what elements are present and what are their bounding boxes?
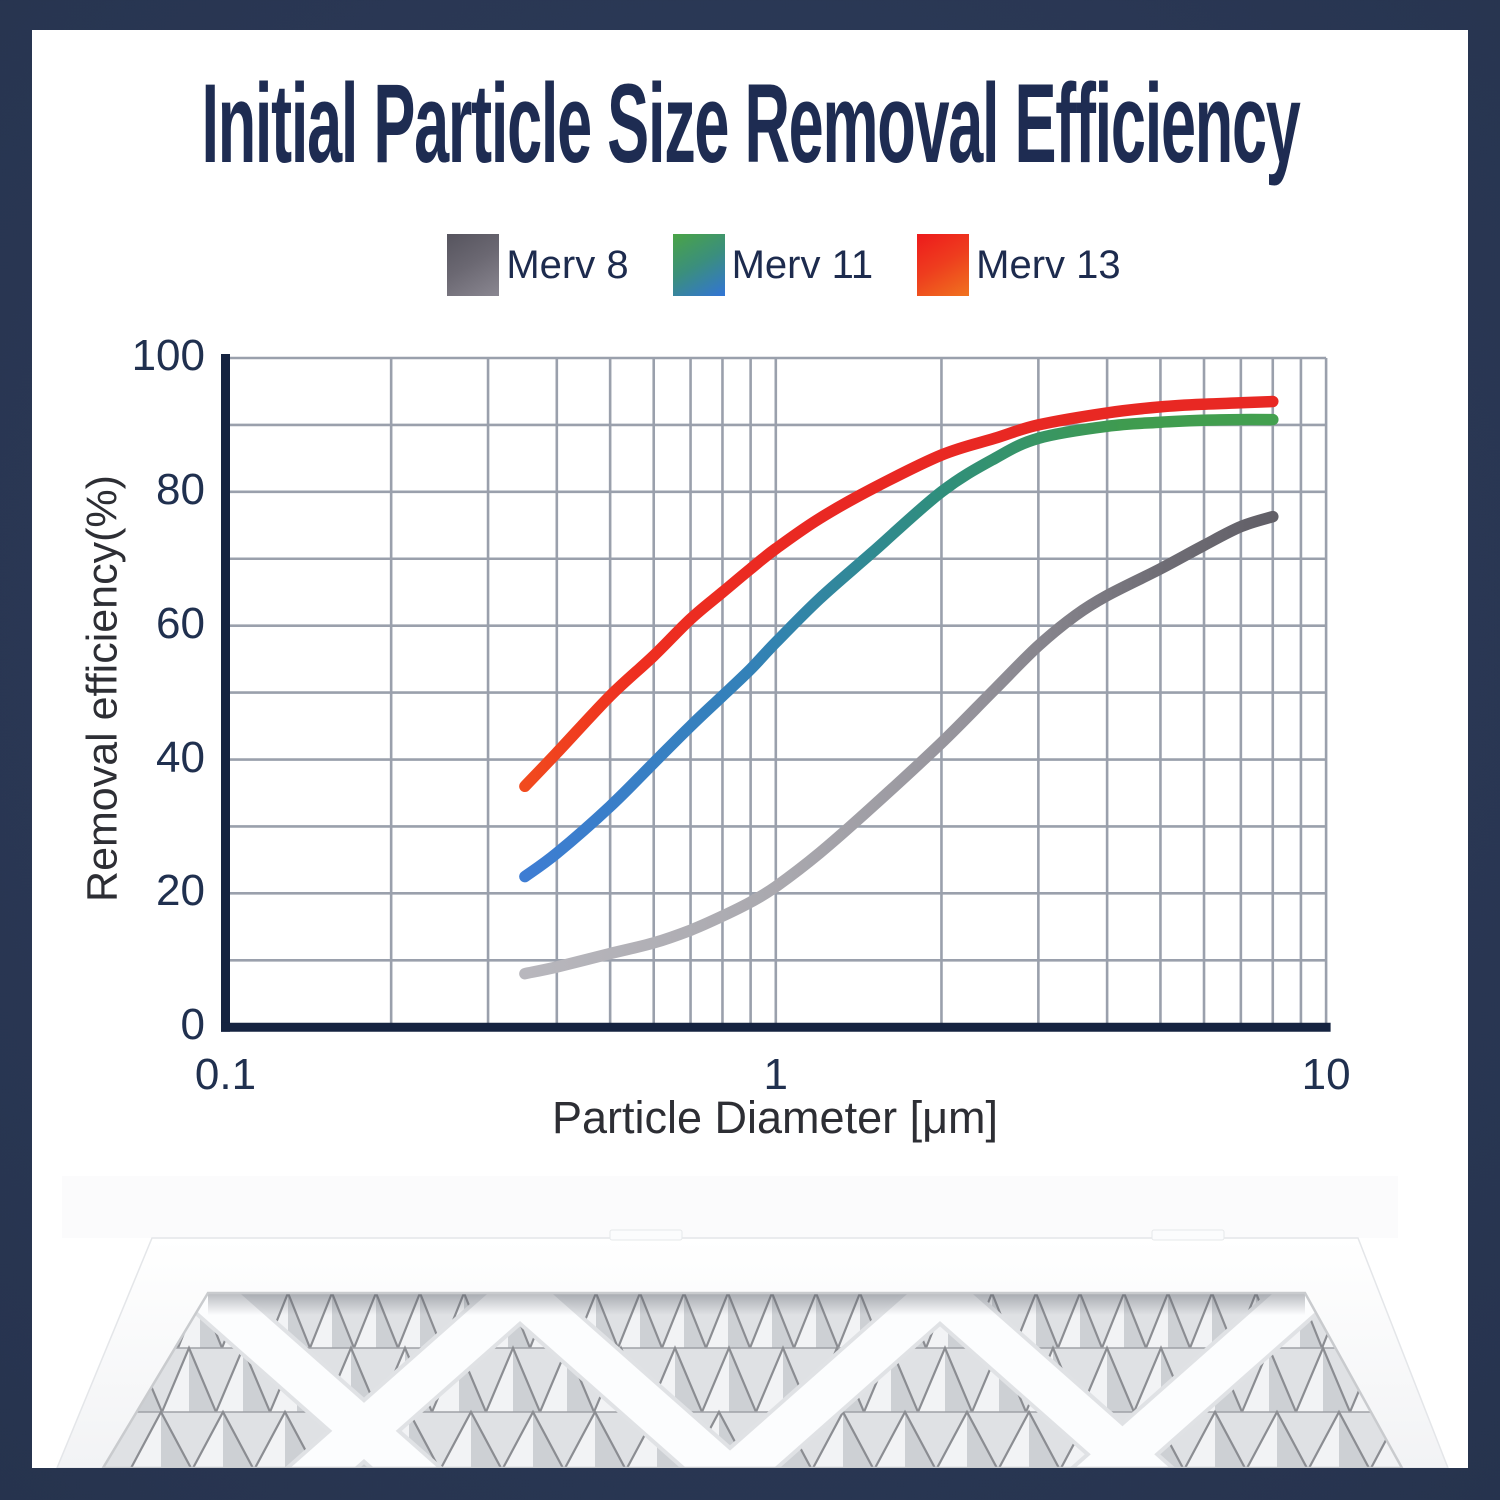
merv8-color-swatch — [447, 234, 500, 296]
chart-legend: Merv 8 Merv 11 Merv 13 — [34, 233, 1500, 297]
axes — [221, 354, 1331, 1032]
y-axis-title: Removal efficiency(%) — [78, 475, 127, 902]
title-container: Initial Particle Size Removal Efficiency — [0, 61, 1500, 186]
legend-item-merv8: Merv 8 — [447, 234, 629, 296]
y-tick-80: 80 — [156, 464, 205, 514]
frame-tab-right — [1151, 1229, 1225, 1241]
page-title: Initial Particle Size Removal Efficiency — [200, 60, 1300, 187]
frame-inner-edge — [101, 1291, 1404, 1468]
merv13-color-swatch — [917, 234, 970, 296]
y-tick-0: 0 — [180, 1000, 205, 1050]
legend-item-merv13: Merv 13 — [917, 234, 1121, 296]
x-axis-title: Particle Diameter [μm] — [551, 1092, 999, 1143]
series-line-merv8 — [519, 510, 1279, 980]
merv11-color-swatch — [672, 234, 725, 296]
x-tick-10: 10 — [1301, 1050, 1351, 1099]
y-tick-40: 40 — [156, 732, 205, 782]
series-line-merv13 — [519, 395, 1279, 793]
legend-label-merv8: Merv 8 — [506, 243, 629, 287]
series-line-merv11 — [519, 413, 1279, 883]
x-tick-1: 1 — [763, 1050, 789, 1099]
photo-backdrop — [62, 1176, 1398, 1238]
y-tick-100: 100 — [131, 331, 205, 380]
frame-tab-left — [609, 1229, 683, 1241]
legend-item-merv11: Merv 11 — [672, 234, 874, 296]
filter-lattice-braces — [158, 1293, 1322, 1468]
y-tick-60: 60 — [156, 598, 205, 648]
x-tick-0.1: 0.1 — [194, 1050, 257, 1099]
air-filter-photo — [56, 1176, 1449, 1468]
grid-lines — [225, 356, 1328, 1028]
legend-label-merv13: Merv 13 — [976, 243, 1121, 287]
legend-label-merv11: Merv 11 — [731, 243, 874, 287]
frame-inner-shadow — [208, 1293, 1305, 1315]
y-tick-20: 20 — [156, 866, 205, 916]
